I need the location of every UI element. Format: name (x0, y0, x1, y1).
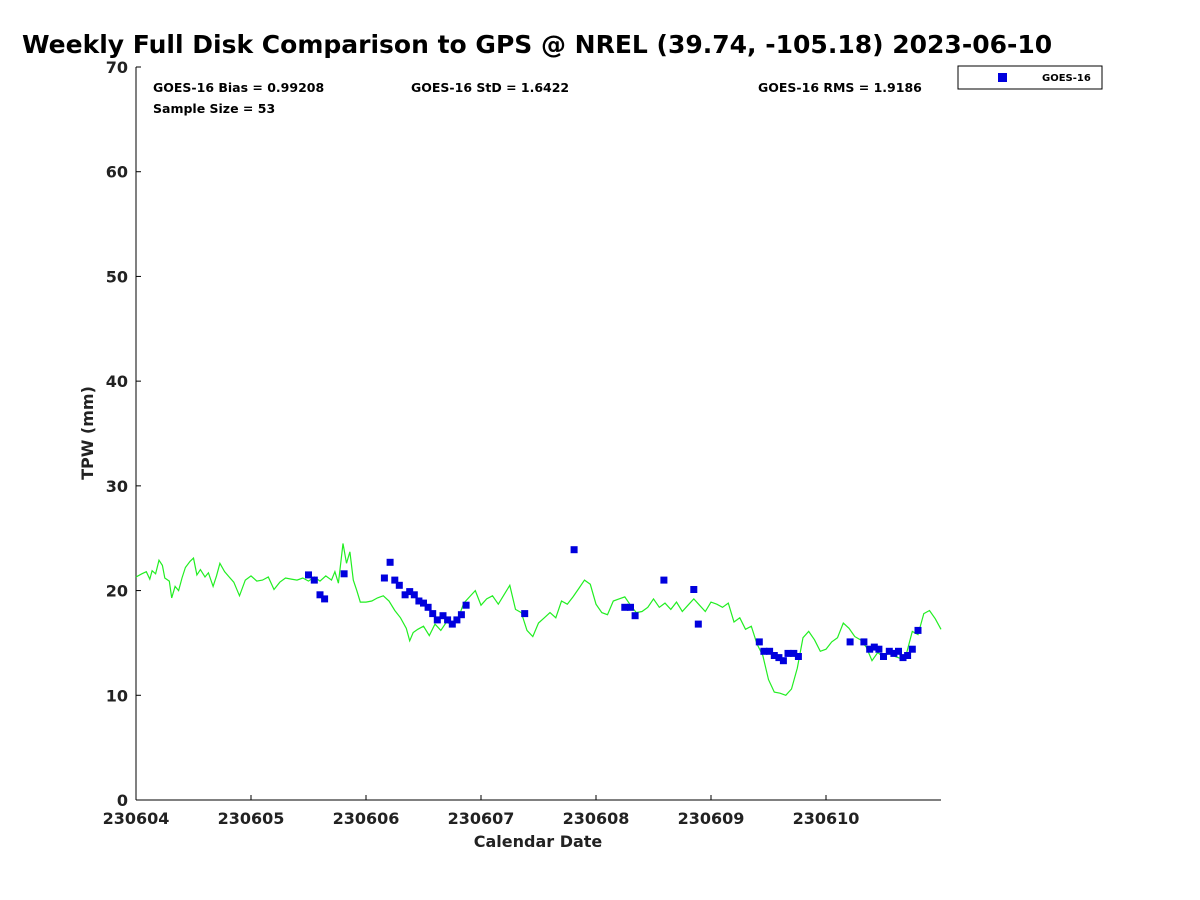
goes16-data-point (401, 591, 409, 599)
goes16-data-point (779, 657, 787, 665)
y-tick-label: 10 (106, 686, 128, 705)
goes16-data-point (410, 591, 418, 599)
goes16-data-point (885, 647, 893, 655)
y-tick-label: 60 (106, 163, 128, 182)
y-tick-label: 30 (106, 477, 128, 496)
legend-box (957, 65, 1103, 90)
goes16-data-point (895, 647, 902, 655)
x-tick-label: 230608 (563, 809, 630, 828)
goes16-data-point (766, 647, 774, 655)
gps-tpw-line (135, 543, 942, 697)
y-tick-label: 50 (106, 267, 128, 286)
goes16-data-point (340, 570, 348, 578)
goes16-data-point (875, 645, 883, 653)
y-axis-label: TPW (mm) (78, 386, 97, 480)
goes16-data-point (305, 571, 312, 579)
chart-title: Weekly Full Disk Comparison to GPS @ NRE… (22, 30, 1053, 59)
goes16-data-point (866, 645, 874, 653)
goes16-data-point (660, 576, 668, 584)
goes16-data-point (424, 603, 432, 611)
x-tick-label: 230605 (218, 809, 285, 828)
y-tick-label: 40 (106, 372, 128, 391)
goes16-data-point (621, 603, 629, 611)
goes16-data-point (321, 595, 329, 603)
gps-line-series (135, 543, 942, 697)
bias-stat: GOES-16 Bias = 0.99208 (153, 80, 324, 95)
y-tick-label: 20 (106, 582, 128, 601)
goes16-data-point (380, 574, 388, 582)
goes16-data-point (310, 576, 318, 584)
legend-marker-icon (998, 73, 1007, 82)
goes16-data-point (775, 654, 783, 662)
goes16-data-point (395, 581, 403, 589)
goes16-data-point (899, 654, 907, 662)
x-tick-label: 230604 (103, 809, 170, 828)
goes16-data-point (448, 620, 456, 628)
goes16-data-point (406, 588, 414, 596)
x-axis-label: Calendar Date (474, 832, 603, 851)
goes16-data-point (462, 601, 470, 609)
goes16-data-point (444, 616, 452, 624)
goes16-data-point (415, 597, 423, 605)
goes16-data-point (770, 652, 778, 659)
goes16-data-point (690, 586, 698, 593)
legend: GOES-16 (957, 65, 1103, 90)
x-tick-label: 230607 (448, 809, 515, 828)
goes16-data-point (755, 638, 763, 646)
goes16-data-point (439, 612, 447, 620)
std-stat: GOES-16 StD = 1.6422 (411, 80, 569, 95)
goes16-data-point (890, 649, 898, 657)
goes16-data-point (453, 616, 461, 624)
x-tick-label: 230606 (333, 809, 400, 828)
goes16-data-point (914, 626, 922, 634)
legend-label-goes16: GOES-16 (1042, 73, 1091, 84)
y-tick-label: 70 (106, 58, 128, 77)
goes16-data-point (846, 638, 854, 646)
goes16-data-point (316, 591, 324, 599)
goes16-data-point (760, 647, 768, 655)
goes16-data-point (631, 612, 639, 620)
goes16-data-point (908, 645, 916, 653)
goes16-data-point (904, 652, 912, 659)
sample-size-stat: Sample Size = 53 (153, 101, 275, 116)
goes16-data-point (521, 610, 529, 618)
goes16-data-point (433, 616, 441, 624)
goes16-data-point (784, 649, 792, 657)
goes16-data-point (880, 653, 887, 660)
x-tick-label: 230610 (793, 809, 860, 828)
y-tick-label: 0 (117, 791, 128, 810)
goes16-data-point (457, 611, 465, 619)
rms-stat: GOES-16 RMS = 1.9186 (758, 80, 922, 95)
goes16-data-point (790, 649, 798, 657)
goes16-data-point (694, 620, 702, 628)
x-tick-label: 230609 (678, 809, 745, 828)
goes16-data-point (429, 610, 437, 618)
goes16-data-point (391, 576, 399, 584)
axes: 0 10 20 30 40 50 60 70 230604 230605 230606 230607 2… (103, 58, 941, 828)
goes16-data-point (870, 643, 878, 651)
goes16-data-point (860, 638, 868, 646)
goes16-data-point (627, 603, 634, 611)
goes16-points-series (305, 546, 922, 665)
goes16-data-point (386, 558, 394, 566)
goes16-data-point (570, 546, 578, 554)
goes16-data-point (420, 599, 427, 607)
goes16-data-point (794, 653, 802, 660)
